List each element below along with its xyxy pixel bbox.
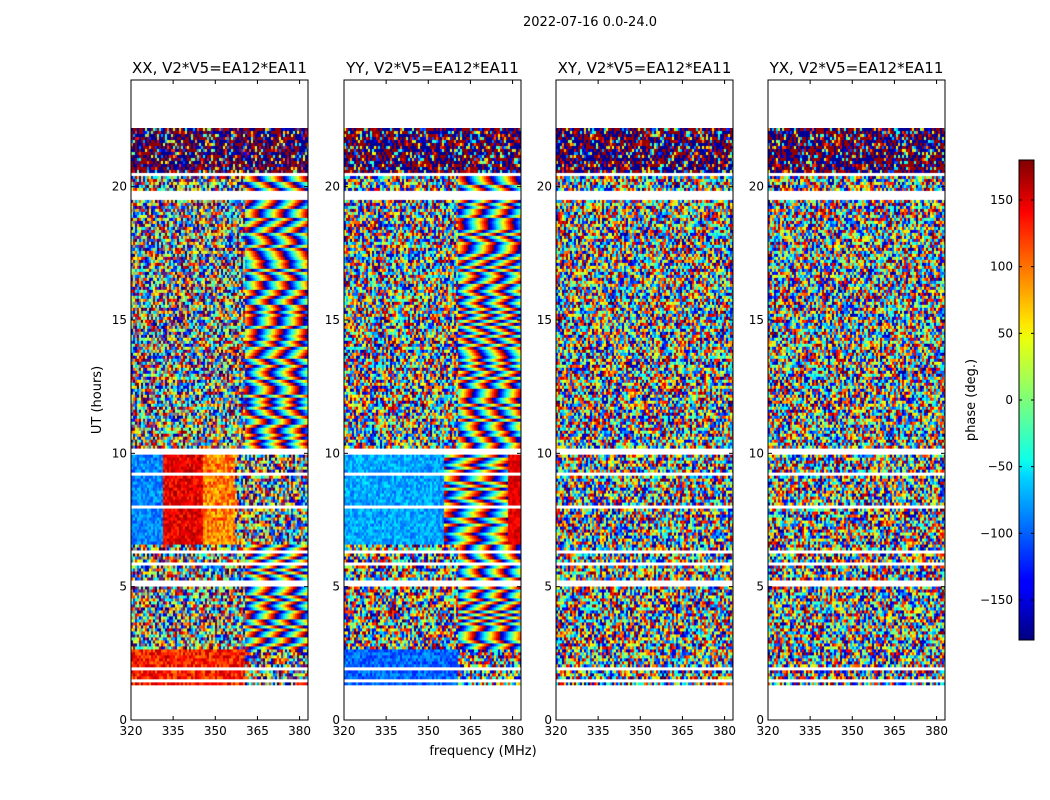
y-tick-label: 10 [749, 446, 764, 460]
y-axis-label: UT (hours) [90, 366, 105, 434]
x-tick-label: 350 [629, 724, 652, 738]
colorbar-tick-label: −150 [980, 593, 1013, 607]
x-tick-label: 350 [204, 724, 227, 738]
y-tick-label: 5 [119, 580, 127, 594]
x-tick-label: 365 [671, 724, 694, 738]
phase-heatmap [344, 128, 521, 686]
x-tick-label: 320 [757, 724, 780, 738]
y-tick-label: 0 [756, 713, 764, 727]
panel-noise-2: XY, V2*V5=EA12*EA11 320 335 350 365 380 0 5 10 15… [537, 59, 736, 738]
x-tick-label: 320 [545, 724, 568, 738]
x-tick-label: 350 [841, 724, 864, 738]
y-tick-label: 5 [756, 580, 764, 594]
panel-frame [555, 79, 734, 721]
x-tick-label: 320 [120, 724, 143, 738]
y-tick-label: 10 [537, 446, 552, 460]
x-tick-label: 335 [587, 724, 610, 738]
y-tick-label: 10 [325, 446, 340, 460]
x-tick-label: 380 [713, 724, 736, 738]
colorbar-tick-label: 0 [1005, 393, 1013, 407]
panel-title: YX, V2*V5=EA12*EA11 [769, 59, 944, 77]
x-tick-label: 380 [288, 724, 311, 738]
y-tick-label: 20 [537, 180, 552, 194]
panel-title: YY, V2*V5=EA12*EA11 [345, 59, 519, 77]
y-tick-label: 15 [112, 313, 127, 327]
x-tick-label: 380 [501, 724, 524, 738]
panel-title: XX, V2*V5=EA12*EA11 [132, 59, 307, 77]
y-tick-label: 20 [325, 180, 340, 194]
phase-heatmap [131, 128, 308, 686]
y-tick-label: 20 [749, 180, 764, 194]
y-tick-label: 0 [119, 713, 127, 727]
x-tick-label: 365 [883, 724, 906, 738]
x-tick-label: 365 [246, 724, 269, 738]
y-tick-label: 0 [544, 713, 552, 727]
colorbar-tick-label: 150 [990, 193, 1013, 207]
y-tick-label: 0 [332, 713, 340, 727]
colorbar-tick-label: −50 [988, 460, 1013, 474]
figure-suptitle: 2022-07-16 0.0-24.0 [523, 15, 657, 30]
x-tick-label: 320 [333, 724, 356, 738]
y-tick-label: 5 [544, 580, 552, 594]
x-tick-label: 365 [459, 724, 482, 738]
phase-heatmap [556, 128, 733, 686]
panel-title: XY, V2*V5=EA12*EA11 [558, 59, 732, 77]
colorbar-label: phase (deg.) [964, 359, 979, 441]
heatmap-panels: XX, V2*V5=EA12*EA11 320 335 350 365 380 0 5 10 15… [112, 59, 948, 738]
panel-xx-0: XX, V2*V5=EA12*EA11 320 335 350 365 380 0 5 10 15… [112, 59, 311, 738]
panel-frame [767, 79, 946, 721]
y-tick-label: 20 [112, 180, 127, 194]
colorbar-ticks: 150 100 50 0 −50 −100 −150 [980, 193, 1034, 607]
x-tick-label: 335 [799, 724, 822, 738]
colorbar-tick-label: 50 [998, 326, 1013, 340]
panel-noise-3: YX, V2*V5=EA12*EA11 320 335 350 365 380 0 5 10 15… [749, 59, 948, 738]
colorbar-tick-label: 100 [990, 260, 1013, 274]
x-axis-label: frequency (MHz) [429, 744, 536, 759]
panel-yy-1: YY, V2*V5=EA12*EA11 320 335 350 365 380 0 5 10 15… [325, 59, 524, 738]
panel-frame [343, 79, 522, 721]
colorbar: 150 100 50 0 −50 −100 −150 phase (deg.) [964, 159, 1035, 641]
x-tick-label: 335 [162, 724, 185, 738]
x-tick-label: 335 [375, 724, 398, 738]
x-tick-label: 380 [925, 724, 948, 738]
y-tick-label: 15 [749, 313, 764, 327]
y-tick-label: 5 [332, 580, 340, 594]
phase-heatmap [768, 128, 945, 686]
y-tick-label: 10 [112, 446, 127, 460]
panel-frame [130, 79, 309, 721]
y-tick-label: 15 [325, 313, 340, 327]
x-tick-label: 350 [417, 724, 440, 738]
colorbar-tick-label: −100 [980, 526, 1013, 540]
y-tick-label: 15 [537, 313, 552, 327]
